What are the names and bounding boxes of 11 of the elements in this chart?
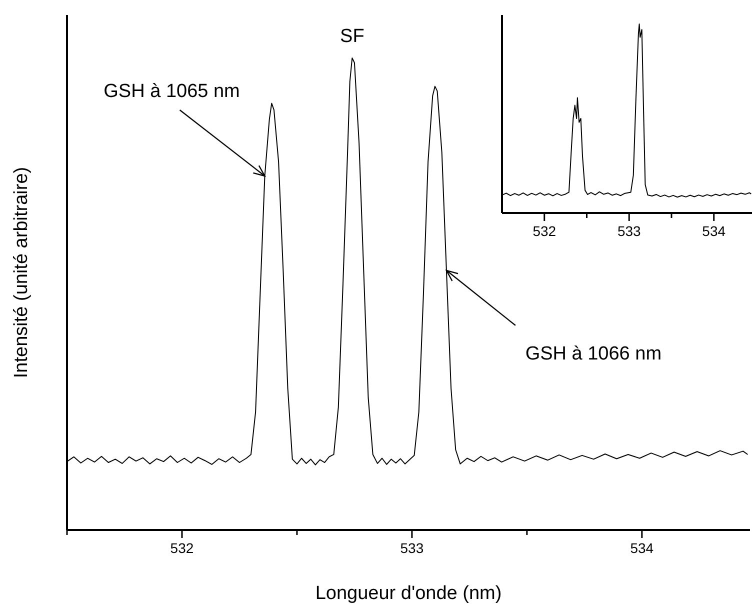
annotation: SF	[340, 26, 364, 47]
x-tick-label: 533	[617, 223, 642, 239]
x-tick-label: 532	[532, 223, 556, 239]
x-tick-label: 534	[702, 223, 726, 239]
y-axis-title: Intensité (unité arbitraire)	[11, 166, 32, 378]
annotation: GSH à 1065 nm	[104, 81, 240, 102]
x-tick-label: 533	[400, 540, 424, 556]
annotation: GSH à 1066 nm	[525, 343, 662, 364]
x-tick-label: 534	[630, 540, 654, 556]
x-tick-label: 532	[170, 540, 194, 556]
x-axis-title: Longueur d'onde (nm)	[315, 583, 502, 604]
